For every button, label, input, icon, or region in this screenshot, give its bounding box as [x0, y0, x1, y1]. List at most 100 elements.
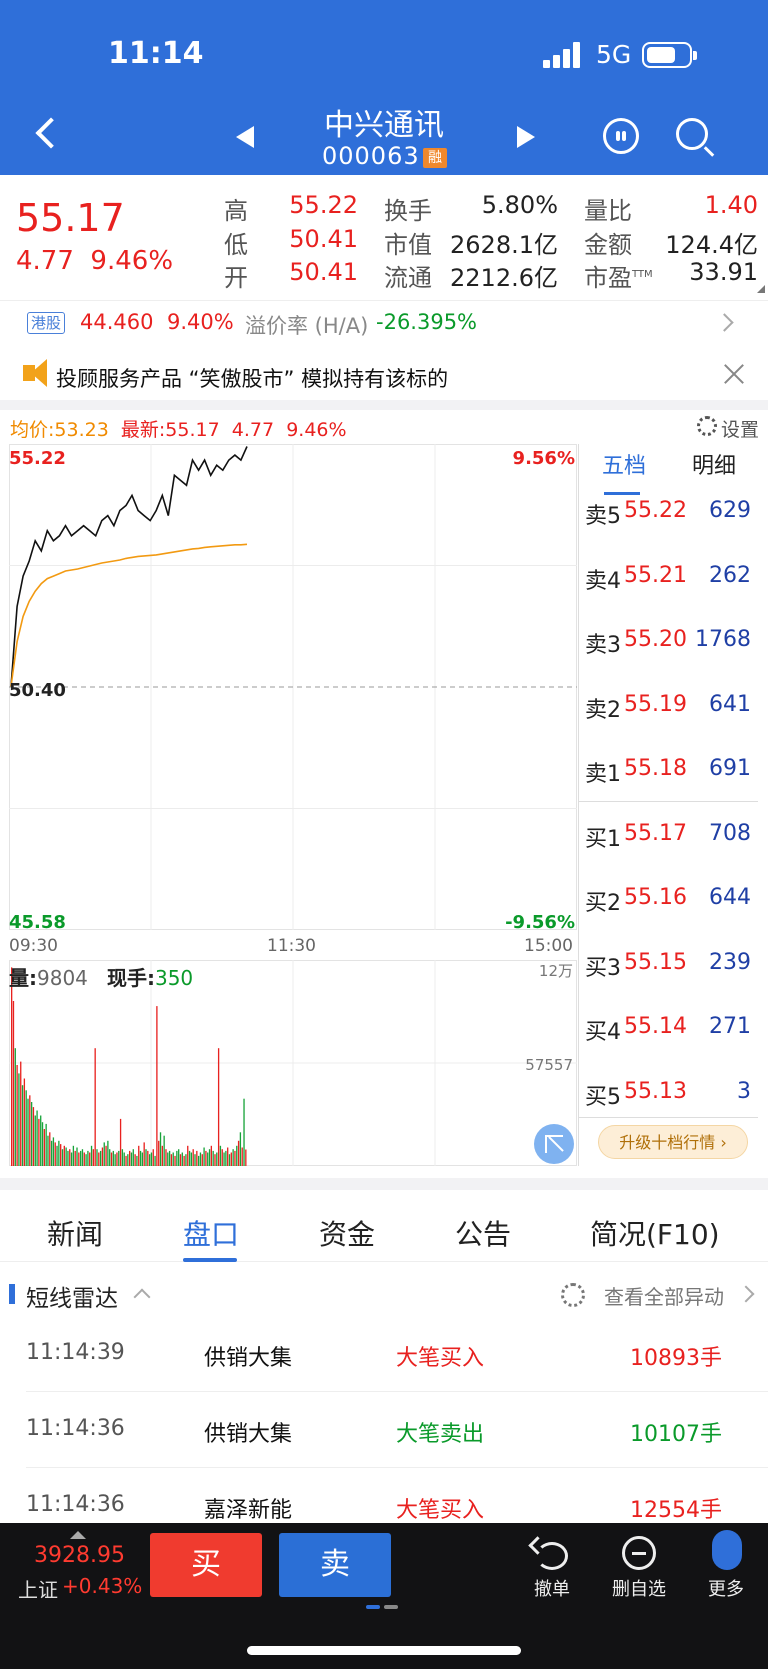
volume-bar [110, 1152, 113, 1166]
level-label: 卖1 [585, 762, 621, 787]
buy-button[interactable]: 买 [150, 1533, 262, 1597]
ask-row[interactable]: 卖3 55.20 1768 [585, 627, 755, 658]
volume-bar [90, 1145, 93, 1166]
volume-bar [199, 1152, 202, 1166]
expand-corner-icon[interactable] [757, 285, 765, 293]
bid-row[interactable]: 买3 55.15 239 [585, 949, 755, 981]
level-label: 买5 [585, 1084, 621, 1110]
margin-badge: 融 [423, 148, 447, 168]
ask-row[interactable]: 卖1 55.18 691 [585, 756, 755, 787]
ask-row[interactable]: 卖2 55.19 641 [585, 692, 755, 723]
settings-button[interactable]: 设置 [721, 419, 760, 441]
volume-bar [109, 1149, 111, 1166]
index-value[interactable]: 3928.95 [34, 1543, 125, 1568]
volume-bar [74, 1150, 76, 1166]
bid-row[interactable]: 买5 55.13 3 [585, 1079, 755, 1110]
level-price: 55.17 [624, 820, 687, 846]
volume-bar [94, 1048, 96, 1166]
bid-row[interactable]: 买1 55.17 708 [585, 820, 755, 852]
price-change: 4.77 9.46% [16, 246, 173, 276]
tab-capital[interactable]: 资金 [319, 1218, 376, 1251]
remove-watchlist-button[interactable]: 删自选 [612, 1579, 666, 1600]
prev-stock-icon[interactable] [236, 126, 254, 148]
index-name[interactable]: 上证 [18, 1578, 58, 1602]
section-marker [9, 1284, 15, 1304]
intraday-chart[interactable]: 55.22 9.56% 50.40 45.58 -9.56% 09:30 11:… [9, 444, 577, 1167]
ask-row[interactable]: 卖5 55.22 629 [585, 498, 755, 529]
volume-bar [176, 1150, 178, 1166]
battery-icon [642, 42, 697, 68]
volume-bar [127, 1154, 129, 1166]
volume-bar [61, 1149, 64, 1166]
stat-label: 市值 [384, 231, 432, 259]
more-icon[interactable] [712, 1530, 742, 1570]
volume-bar [141, 1152, 144, 1166]
tab-five-level[interactable]: 五档 [602, 454, 647, 479]
search-icon[interactable] [676, 118, 708, 150]
stat-label: 低 [224, 231, 248, 259]
vol-max-label: 12万 [538, 962, 573, 980]
volume-bar [172, 1152, 174, 1166]
volume-label: 量: [9, 966, 37, 990]
volume-bar [150, 1152, 153, 1166]
radar-row[interactable]: 11:14:36 嘉泽新能 大笔买入 12554手 [26, 1492, 768, 1568]
undo-icon[interactable] [536, 1542, 568, 1570]
home-indicator[interactable] [247, 1646, 521, 1655]
order-book-tabs: 五档 明细 [578, 448, 758, 494]
radar-row[interactable]: 11:14:36 供销大集 大笔卖出 10107手 [26, 1416, 768, 1492]
volume-bar [56, 1145, 58, 1166]
avg-price-line [10, 543, 248, 687]
time-tick: 11:30 [267, 936, 316, 956]
view-all-link[interactable]: 查看全部异动 [604, 1285, 724, 1309]
ask-row[interactable]: 卖4 55.21 262 [585, 563, 755, 594]
chevron-up-icon[interactable] [133, 1288, 151, 1306]
volume-bar [11, 967, 13, 1166]
now-label: 现手: [106, 966, 155, 990]
volume-bar [234, 1150, 236, 1166]
time-tick: 09:30 [9, 936, 58, 956]
tab-news[interactable]: 新闻 [47, 1218, 104, 1251]
volume-bar [201, 1154, 203, 1166]
tab-profile[interactable]: 简况(F10) [590, 1218, 720, 1251]
upgrade-button[interactable]: 升级十档行情 › [598, 1125, 748, 1159]
sell-button[interactable]: 卖 [279, 1533, 391, 1597]
stat-label-sup: TTM [632, 269, 653, 280]
volume-bar [32, 1107, 35, 1166]
volume-bar [167, 1152, 169, 1166]
radar-row[interactable]: 11:14:39 供销大集 大笔买入 10893手 [26, 1340, 768, 1416]
volume-bar [99, 1150, 102, 1166]
more-button[interactable]: 更多 [708, 1579, 744, 1600]
quote-panel[interactable] [0, 175, 768, 300]
tab-order[interactable]: 盘口 [183, 1218, 240, 1251]
next-stock-icon[interactable] [517, 126, 535, 148]
volume-bar [118, 1150, 120, 1166]
now-value: 350 [154, 966, 194, 990]
gear-icon[interactable] [697, 416, 717, 436]
volume-bar [45, 1123, 47, 1166]
gear-icon[interactable] [561, 1283, 585, 1307]
volume-bar [47, 1135, 49, 1166]
chat-icon[interactable] [603, 118, 639, 154]
bid-row[interactable]: 买4 55.14 271 [585, 1014, 755, 1045]
volume-bar [190, 1152, 193, 1166]
undo-button[interactable]: 撤单 [534, 1579, 570, 1600]
remove-watchlist-icon[interactable] [622, 1536, 656, 1570]
caret-up-icon [70, 1531, 86, 1539]
close-icon[interactable] [723, 363, 745, 385]
volume-header: 量:9804 现手:350 [9, 962, 193, 991]
hk-share-row[interactable] [0, 300, 768, 350]
radar-title[interactable]: 短线雷达 [26, 1286, 118, 1312]
volume-bar [50, 1140, 53, 1167]
pct-min-label: -9.56% [505, 912, 575, 933]
stat-label: 金额 [584, 231, 632, 259]
volume-bar [89, 1152, 91, 1166]
level-price: 55.15 [624, 949, 687, 975]
index-pct[interactable]: +0.43% [62, 1574, 143, 1598]
volume-value: 9804 [37, 966, 88, 990]
fullscreen-icon[interactable] [534, 1124, 574, 1164]
level-volume: 1768 [695, 627, 751, 652]
hk-tag: 港股 [27, 312, 65, 334]
tab-announcement[interactable]: 公告 [455, 1218, 512, 1251]
tab-detail[interactable]: 明细 [692, 454, 737, 479]
bid-row[interactable]: 买2 55.16 644 [585, 885, 755, 916]
